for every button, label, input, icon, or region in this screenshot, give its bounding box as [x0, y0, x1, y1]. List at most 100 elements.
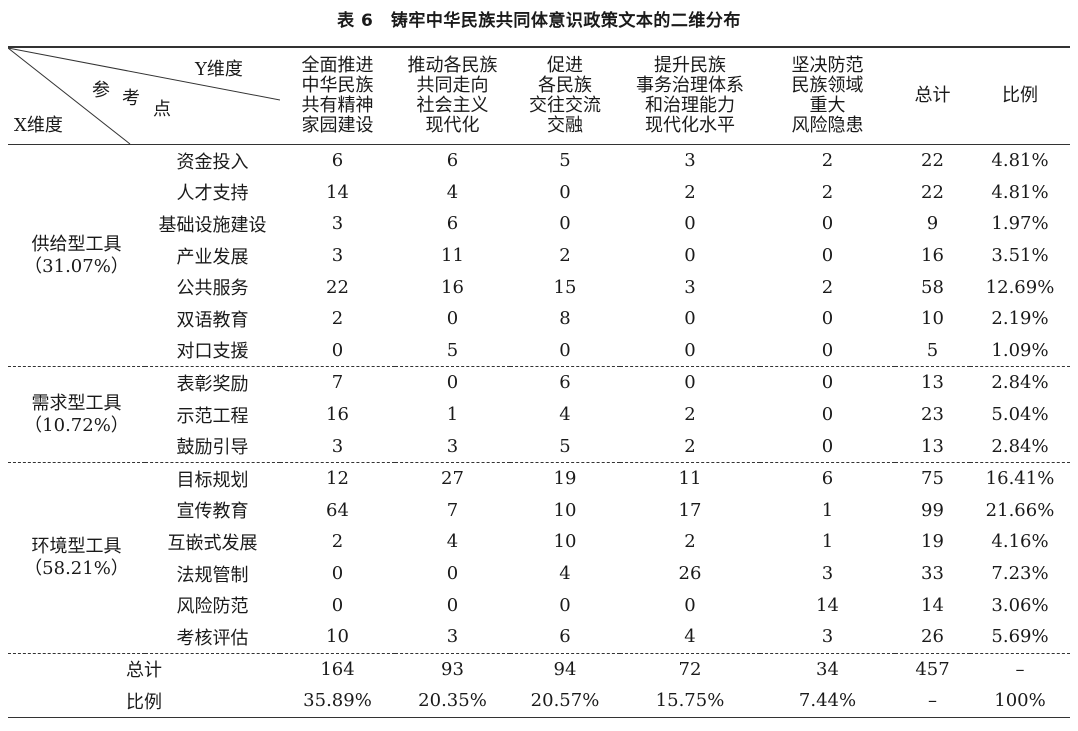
row-total: 23	[921, 404, 944, 426]
value-cell: 0	[559, 213, 571, 235]
summary-value: 15.75%	[655, 690, 725, 712]
value-cell: 8	[559, 308, 571, 330]
summary-value: 164	[280, 652, 395, 686]
summary-row: 比例 35.89% 20.35% 20.57% 15.75% 7.44% – 100%	[8, 685, 1070, 717]
value-cell: 0	[821, 213, 834, 235]
value-cell: 0	[331, 594, 344, 616]
value-cell: 19	[510, 461, 620, 495]
value-cell: 10	[326, 626, 349, 648]
value-cell: 2	[821, 276, 834, 298]
value-cell: 0	[331, 563, 344, 585]
table-row: 对口支援 0 5 0 0 0 5 1.09%	[8, 335, 1070, 367]
value-cell: 11	[620, 461, 760, 495]
item-name: 互嵌式发展	[167, 532, 258, 554]
value-cell: 0	[620, 366, 760, 399]
summary-ratio: 100%	[994, 690, 1046, 712]
group-name: 环境型工具	[31, 535, 122, 557]
value-cell: 4	[446, 181, 459, 203]
value-cell: 2	[684, 181, 696, 203]
column-header-line: 社会主义	[416, 95, 489, 116]
value-cell: 17	[678, 499, 702, 521]
diagonal-lines	[8, 48, 280, 144]
column-header-line: 现代化	[425, 115, 480, 136]
column-header-line: 推动各民族	[407, 55, 498, 76]
item-name: 考核评估	[176, 627, 249, 649]
column-header: 促进 各民族 交往交流 交融	[510, 47, 620, 145]
value-cell: 5	[559, 150, 571, 172]
row-ratio: 3.51%	[991, 245, 1049, 267]
item-name: 表彰奖励	[145, 366, 280, 399]
row-total: 5	[926, 339, 939, 361]
row-total: 33	[921, 563, 944, 585]
value-cell: 0	[446, 308, 459, 330]
summary-ratio: –	[970, 652, 1070, 686]
value-cell: 1	[821, 499, 834, 521]
value-cell: 0	[821, 245, 834, 267]
row-ratio: 7.23%	[991, 563, 1049, 585]
value-cell: 0	[684, 594, 696, 616]
column-header: 提升民族 事务治理体系 和治理能力 现代化水平	[620, 47, 760, 145]
item-name: 宣传教育	[176, 501, 249, 523]
value-cell: 2	[684, 435, 696, 457]
table-title: 表 6 铸牢中华民族共同体意识政策文本的二维分布	[337, 11, 741, 31]
table-header: Y维度 参 考 点 X维度 全面推进 中华民族 共有精神 家园建设 推动各民族 共同走向社…	[8, 47, 1070, 145]
group-name: 供给型工具	[31, 233, 122, 255]
value-cell: 26	[678, 563, 702, 585]
value-cell: 3	[821, 626, 834, 648]
value-cell: 2	[821, 181, 834, 203]
column-header-line: 事务治理体系	[636, 75, 744, 96]
column-header-line: 重大	[809, 95, 846, 116]
summary-value: 7.44%	[798, 690, 857, 712]
column-header-line: 共同走向	[416, 75, 489, 96]
group-percent: （31.07%）	[24, 255, 129, 277]
total-header: 总计	[914, 85, 951, 106]
table-row: 示范工程 16 1 4 2 0 23 5.04%	[8, 399, 1070, 431]
table-row: 鼓励引导 3 3 5 2 0 13 2.84%	[8, 430, 1070, 462]
value-cell: 15	[553, 276, 577, 298]
value-cell: 64	[326, 499, 349, 521]
value-cell: 22	[326, 276, 349, 298]
table-row: 人才支持 14 4 0 2 2 22 4.81%	[8, 177, 1070, 209]
row-ratio: 2.84%	[991, 435, 1049, 457]
value-cell: 0	[684, 213, 696, 235]
y-dimension-label: Y维度	[195, 59, 243, 80]
column-header-line: 和治理能力	[645, 95, 735, 116]
item-name: 公共服务	[176, 278, 249, 300]
value-cell: 16	[326, 404, 349, 426]
item-name: 产业发展	[176, 246, 249, 268]
value-cell: 0	[821, 404, 834, 426]
item-name: 资金投入	[176, 151, 249, 173]
item-name: 对口支援	[176, 341, 249, 363]
value-cell: 3	[446, 435, 459, 457]
reference-point-char: 考	[122, 88, 140, 109]
value-cell: 14	[816, 594, 839, 616]
row-ratio: 3.06%	[991, 594, 1049, 616]
row-total: 13	[895, 366, 970, 399]
table-row: 产业发展 3 11 2 0 0 16 3.51%	[8, 240, 1070, 272]
value-cell: 3	[331, 435, 344, 457]
row-ratio: 12.69%	[985, 276, 1055, 298]
column-header-line: 交融	[547, 115, 583, 136]
item-name: 示范工程	[176, 405, 249, 427]
value-cell: 1	[446, 404, 459, 426]
value-cell: 2	[559, 245, 571, 267]
item-name: 基础设施建设	[158, 214, 267, 236]
reference-point-char: 参	[92, 80, 110, 101]
group-percent: （10.72%）	[24, 414, 129, 436]
table-row: 互嵌式发展 2 4 10 2 1 19 4.16%	[8, 526, 1070, 558]
row-ratio: 4.16%	[991, 531, 1049, 553]
column-header-line: 促进	[547, 55, 583, 76]
column-header-line: 现代化水平	[645, 115, 735, 136]
row-total: 22	[921, 181, 944, 203]
summary-row: 总计 164 93 94 72 34 457–	[8, 652, 1070, 686]
value-cell: 10	[553, 531, 577, 553]
column-header-line: 家园建设	[301, 115, 374, 136]
summary-value: 93	[395, 652, 510, 686]
row-ratio: 16.41%	[970, 461, 1070, 495]
row-ratio: 2.19%	[991, 308, 1049, 330]
row-ratio: 1.09%	[991, 339, 1049, 361]
value-cell: 4	[559, 563, 571, 585]
value-cell: 4	[559, 404, 571, 426]
row-total: 19	[921, 531, 944, 553]
row-ratio: 5.04%	[991, 404, 1049, 426]
